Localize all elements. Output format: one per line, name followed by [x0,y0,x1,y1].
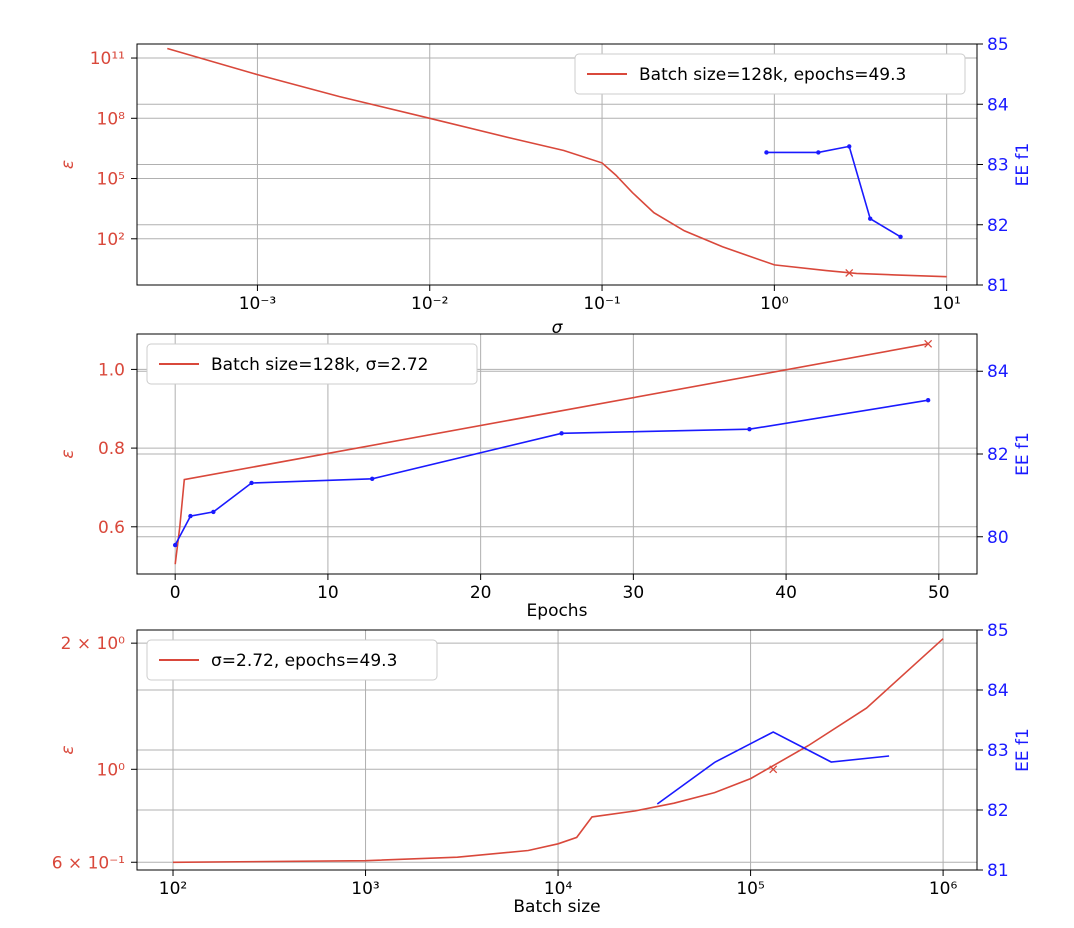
y-left-tick-label: 2 × 10⁰ [61,634,125,654]
x-tick-label: 40 [775,583,797,603]
y-left-tick-label: 10¹¹ [90,49,125,69]
f1-point [249,480,254,486]
y-right-tick-label: 83 [987,156,1009,176]
legend-label: Batch size=128k, epochs=49.3 [639,65,906,85]
chart-panel-batch-size: 10² 10³ 10⁴ 10⁵ 10⁶ 6 × 10⁻¹ 10⁰ 2 × 10⁰ 81 82 83 8… [52,621,1033,917]
y-left-tick-label: 10² [97,230,125,250]
y-right-axis-label: EE f1 [1013,432,1033,476]
f1-point [816,150,821,155]
epsilon-line [174,343,929,565]
y-right-axis-label: EE f1 [1013,728,1033,772]
f1-point [188,513,193,519]
x-tick-label: 10⁻³ [239,294,276,314]
y-left-tick-label: 6 × 10⁻¹ [52,853,125,873]
y-left-tick-label: 0.6 [98,518,125,538]
y-left-tick-label: 0.8 [98,439,125,459]
f1-point [925,398,931,403]
y-left-tick-label: 1.0 [98,360,125,380]
x-marker [769,765,778,774]
y-left-tick-label: 10⁵ [97,170,125,190]
y-left-axis-label: ε [58,745,78,754]
f1-point [172,542,178,548]
x-axis-label: Batch size [513,897,600,917]
legend-box [146,639,438,681]
y-right-tick-label: 82 [987,801,1009,821]
x-tick-label: 10 [317,583,339,603]
x-tick-label: 10⁶ [929,879,958,899]
plot-frame [136,333,978,575]
x-marker [924,339,933,348]
f1-point [747,426,752,432]
y-right-tick-label: 85 [987,621,1009,641]
x-tick-label: 10⁰ [760,294,789,314]
x-tick-label: 0 [170,583,181,603]
f1-line [766,145,901,238]
y-right-tick-label: 81 [987,861,1009,881]
legend-label: Batch size=128k, σ=2.72 [211,355,428,375]
chart-panel-sigma: 10⁻³ 10⁻² 10⁻¹ 10⁰ 10¹ 10¹¹ 10⁸ 10⁵ 10² 81 82 83 84 8… [58,35,1033,338]
y-right-tick-label: 83 [987,741,1009,761]
y-left-tick-label: 10⁰ [97,760,126,780]
y-right-tick-label: 82 [987,445,1009,465]
y-left-axis-label: ε [58,449,78,458]
epsilon-line [172,638,944,864]
chart-panel-epochs: 0 10 20 30 40 50 0.6 0.8 1.0 80 82 84 Epochs ε EE f1 Ba… [58,333,1033,621]
f1-point [559,431,564,436]
f1-line [174,399,929,546]
x-tick-label: 20 [470,583,492,603]
epsilon-line [167,47,947,278]
plot-frame [136,629,978,871]
legend-box [146,343,478,385]
legend-label: σ=2.72, epochs=49.3 [211,651,397,671]
x-tick-label: 10⁵ [736,879,764,899]
y-right-tick-label: 81 [987,276,1009,296]
f1-point [898,234,903,239]
x-marker [845,268,854,277]
y-right-axis-label: EE f1 [1013,143,1033,187]
x-axis-label: Epochs [527,601,588,621]
f1-line [656,731,890,805]
x-axis-label: σ [552,318,564,338]
x-tick-label: 10⁻² [411,294,448,314]
f1-point [847,144,852,149]
y-right-tick-label: 84 [987,362,1009,382]
f1-point [868,216,873,221]
f1-point [370,476,375,482]
f1-point [211,509,216,515]
y-right-tick-label: 82 [987,216,1009,236]
x-tick-label: 10² [159,879,187,899]
x-tick-label: 10³ [351,879,379,899]
y-right-tick-label: 84 [987,95,1009,115]
x-tick-label: 10⁻¹ [583,294,620,314]
f1-point [764,150,769,155]
y-left-axis-label: ε [58,160,78,169]
y-right-tick-label: 80 [987,528,1009,548]
x-tick-label: 30 [623,583,645,603]
x-tick-label: 10¹ [932,294,960,314]
y-right-tick-label: 85 [987,35,1009,55]
legend-box [574,53,966,95]
x-tick-label: 50 [928,583,950,603]
y-left-tick-label: 10⁸ [97,109,126,129]
x-tick-label: 10⁴ [544,879,573,899]
y-right-tick-label: 84 [987,681,1009,701]
plot-frame [136,43,978,286]
